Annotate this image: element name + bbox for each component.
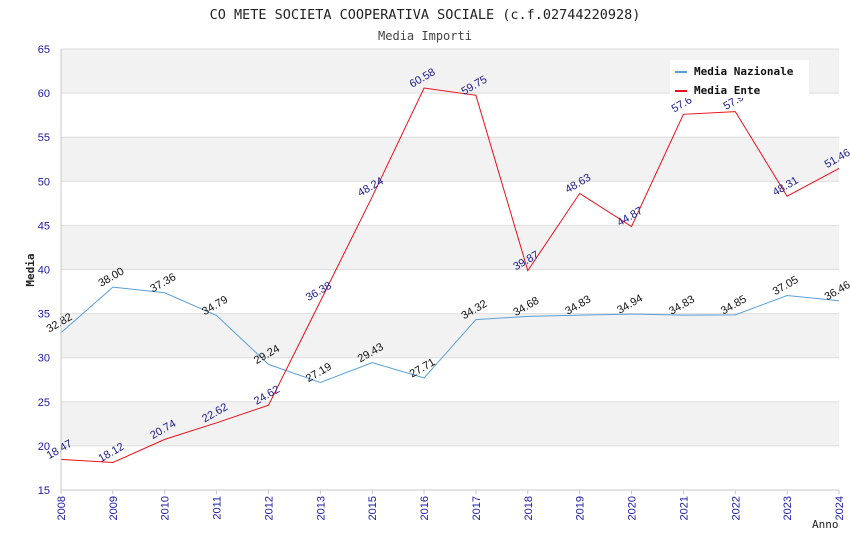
x-tick-label: 2015 bbox=[367, 496, 379, 520]
x-tick-label: 2019 bbox=[575, 496, 587, 520]
y-tick-label: 55 bbox=[38, 132, 50, 144]
x-tick-label: 2020 bbox=[627, 496, 639, 520]
y-tick-label: 45 bbox=[38, 220, 50, 232]
x-tick-label: 2013 bbox=[315, 496, 327, 520]
x-tick-label: 2009 bbox=[108, 496, 120, 520]
legend-label-nazionale: Media Nazionale bbox=[694, 65, 794, 78]
x-tick-label: 2021 bbox=[678, 496, 690, 520]
x-tick-label: 2012 bbox=[263, 496, 275, 520]
y-axis-label: Media bbox=[24, 253, 37, 286]
x-tick-label: 2010 bbox=[160, 496, 172, 520]
y-tick-label: 35 bbox=[38, 309, 50, 321]
y-tick-label: 25 bbox=[38, 397, 50, 409]
legend-box bbox=[670, 60, 809, 98]
y-tick-label: 15 bbox=[38, 485, 50, 497]
x-tick-label: 2011 bbox=[212, 496, 224, 520]
x-tick-label: 2017 bbox=[471, 496, 483, 520]
legend: Media Nazionale Media Ente bbox=[670, 60, 809, 98]
y-tick-label: 30 bbox=[38, 353, 50, 365]
grid-band bbox=[61, 357, 839, 402]
y-tick-label: 50 bbox=[38, 176, 50, 188]
chart-subtitle: Media Importi bbox=[378, 29, 472, 43]
grid-band bbox=[61, 445, 839, 490]
grid-band bbox=[61, 181, 839, 226]
grid-band bbox=[61, 313, 839, 358]
series-line-media-nazionale bbox=[60, 286, 840, 384]
grid-band bbox=[61, 401, 839, 446]
series-lines bbox=[60, 87, 840, 464]
x-tick-label: 2022 bbox=[730, 496, 742, 520]
y-tick-label: 65 bbox=[38, 44, 50, 56]
y-tick-label: 40 bbox=[38, 265, 50, 277]
y-tick-label: 60 bbox=[38, 88, 50, 100]
grid-band bbox=[61, 93, 839, 138]
x-tick-label: 2016 bbox=[419, 496, 431, 520]
grid-band bbox=[61, 225, 839, 270]
legend-label-ente: Media Ente bbox=[694, 84, 761, 97]
grid-band bbox=[61, 137, 839, 182]
grid-bands bbox=[61, 49, 839, 490]
x-axis-label: Anno bbox=[812, 518, 839, 531]
grid-band bbox=[61, 269, 839, 314]
x-tick-label: 2018 bbox=[523, 496, 535, 520]
y-tick-label: 20 bbox=[38, 441, 50, 453]
axes: 15 20 25 30 35 40 45 50 55 60 65 2008 2009 2010 2011 20… bbox=[38, 44, 846, 520]
series-line-media-ente bbox=[60, 87, 840, 464]
chart-title: CO METE SOCIETA COOPERATIVA SOCIALE (c.f… bbox=[210, 7, 641, 23]
x-tick-label: 2023 bbox=[782, 496, 794, 520]
x-tick-label: 2024 bbox=[834, 496, 846, 520]
x-tick-label: 2008 bbox=[56, 496, 68, 520]
